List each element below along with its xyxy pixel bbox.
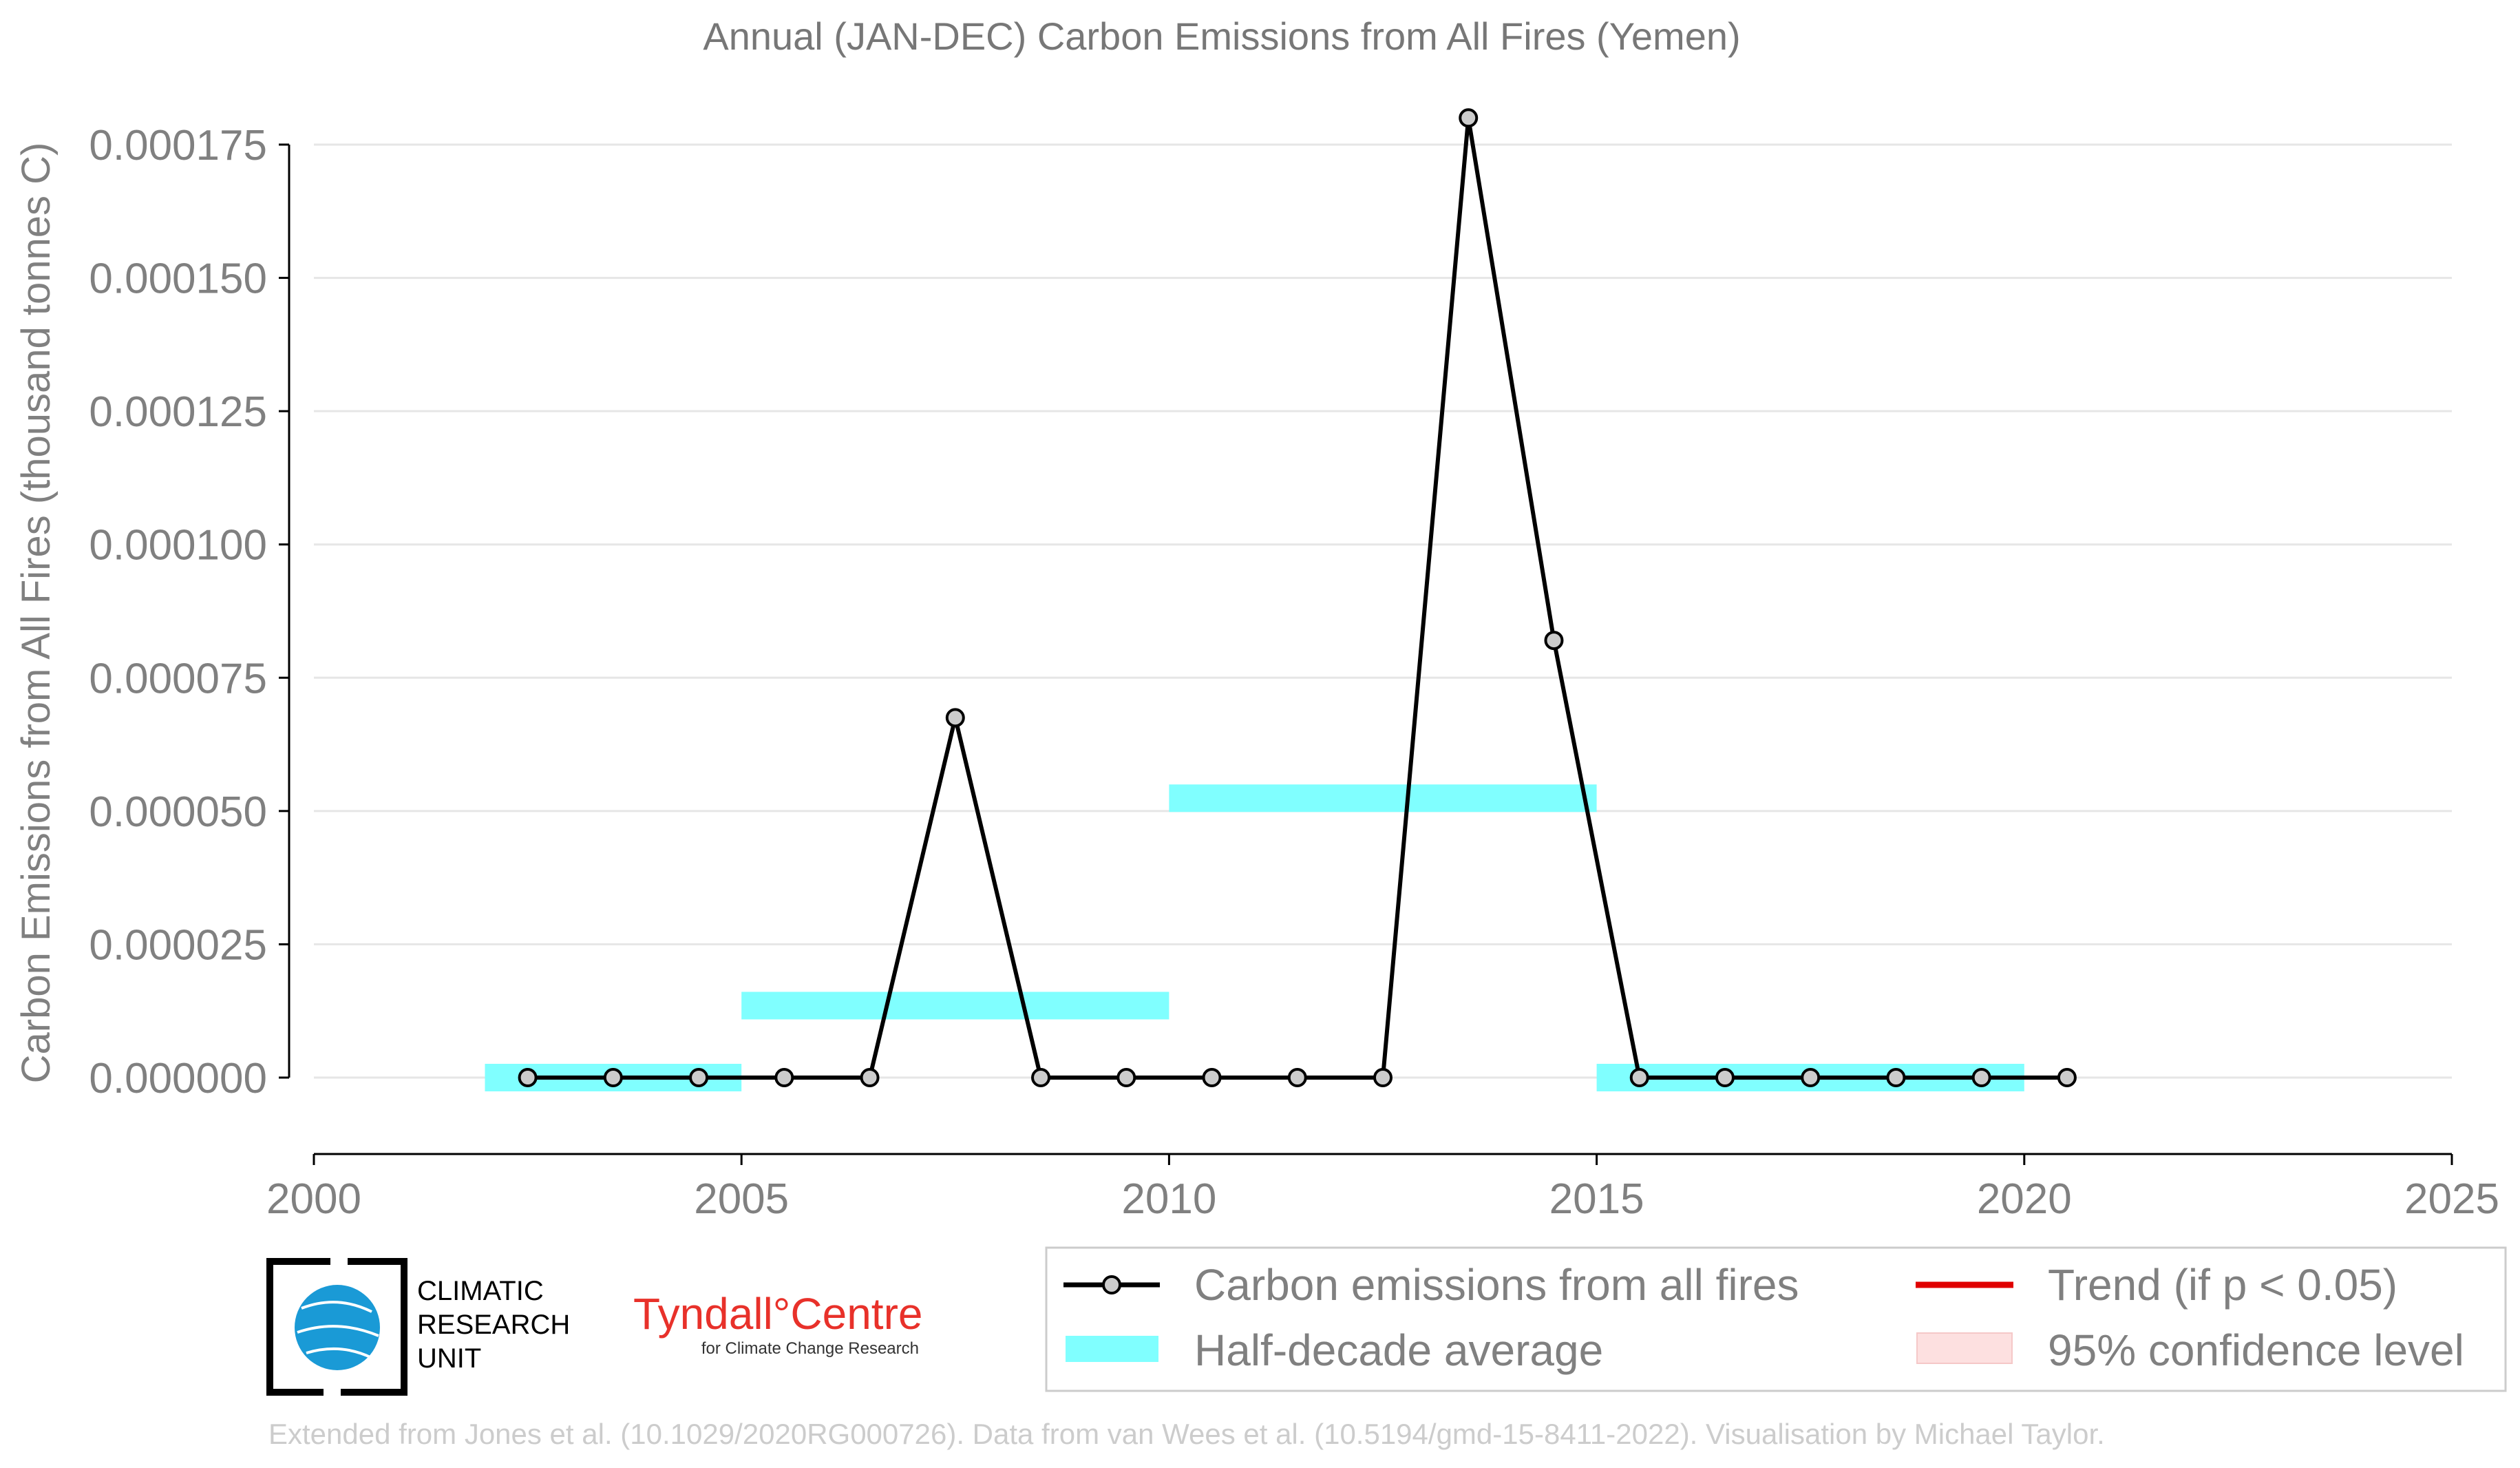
data-point [1801,1068,1821,1087]
legend-label-trend: Trend (if p < 0.05) [2048,1260,2397,1310]
y-tick-label: 0.000125 [89,388,267,436]
chart-title: Annual (JAN-DEC) Carbon Emissions from A… [703,14,1740,58]
legend-swatch-confidence [1916,1332,2013,1364]
data-point [603,1068,623,1087]
data-point [1971,1068,1991,1087]
legend-label-confidence: 95% confidence level [2048,1325,2464,1375]
data-point [1544,631,1564,651]
data-point [1287,1068,1307,1087]
data-point [1886,1068,1906,1087]
half-decade-average-bar [741,992,1169,1020]
grid-lines [314,143,2452,1079]
data-point [1202,1068,1222,1087]
data-point [689,1068,709,1087]
y-tick-label: 0.000100 [89,522,267,569]
cru-line-3: UNIT [417,1343,481,1374]
data-point [774,1068,794,1087]
legend-label-series: Carbon emissions from all fires [1194,1260,1799,1310]
legend-swatch-series-marker [1102,1275,1121,1294]
data-point [1116,1068,1136,1087]
x-tick-label: 2020 [1977,1175,2072,1223]
x-tick-label: 2000 [266,1175,361,1223]
data-point [945,708,965,728]
tyndall-title: Tyndall°Centre [633,1289,922,1339]
credit-line: Extended from Jones et al. (10.1029/2020… [268,1418,2105,1450]
y-tick-label: 0.000025 [89,921,267,969]
series-points [518,108,2077,1087]
legend-box [1045,1246,2507,1392]
y-ticks: 0.000000 0.000025 0.000050 0.000075 0.000100… [89,122,289,1102]
y-tick-label: 0.000050 [89,788,267,836]
legend-swatch-average [1066,1336,1158,1362]
legend: Carbon emissions from all fires Half-dec… [1045,1246,2507,1392]
legend-label-average: Half-decade average [1194,1325,1603,1375]
cru-logo-gap [330,1253,348,1270]
x-tick-label: 2025 [2404,1175,2499,1223]
x-tick-label: 2015 [1549,1175,1644,1223]
series-line [527,116,2067,1080]
x-tick-label: 2005 [694,1175,789,1223]
y-tick-label: 0.000150 [89,255,267,303]
axes [288,145,2452,1155]
cru-line-2: RESEARCH [417,1310,570,1340]
data-point [1459,108,1479,128]
half-decade-averages [485,784,2024,1091]
data-point [1031,1068,1051,1087]
cru-logo-gap-bottom [324,1384,341,1401]
cru-line-1: CLIMATIC [417,1276,544,1306]
data-point [860,1068,880,1087]
y-tick-label: 0.000175 [89,122,267,169]
data-point [1715,1068,1735,1087]
globe-lines-icon [297,1301,379,1359]
x-tick-label: 2010 [1121,1175,1216,1223]
cru-logo: CLIMATIC RESEARCH UNIT [266,1253,570,1401]
y-tick-label: 0.000075 [89,655,267,702]
tyndall-logo: Tyndall°Centre for Climate Change Resear… [633,1289,922,1358]
data-point [1629,1068,1649,1087]
half-decade-average-bar [1169,784,1597,812]
series-lines [527,116,2067,1080]
tyndall-subtitle: for Climate Change Research [701,1339,919,1358]
x-ticks: 2000 2005 2010 2015 2020 2025 [266,1154,2499,1223]
data-point [1373,1068,1393,1087]
data-point [2057,1068,2077,1087]
y-axis-label: Carbon Emissions from All Fires (thousan… [14,143,59,1084]
data-point [518,1068,538,1087]
y-tick-label: 0.000000 [89,1055,267,1102]
